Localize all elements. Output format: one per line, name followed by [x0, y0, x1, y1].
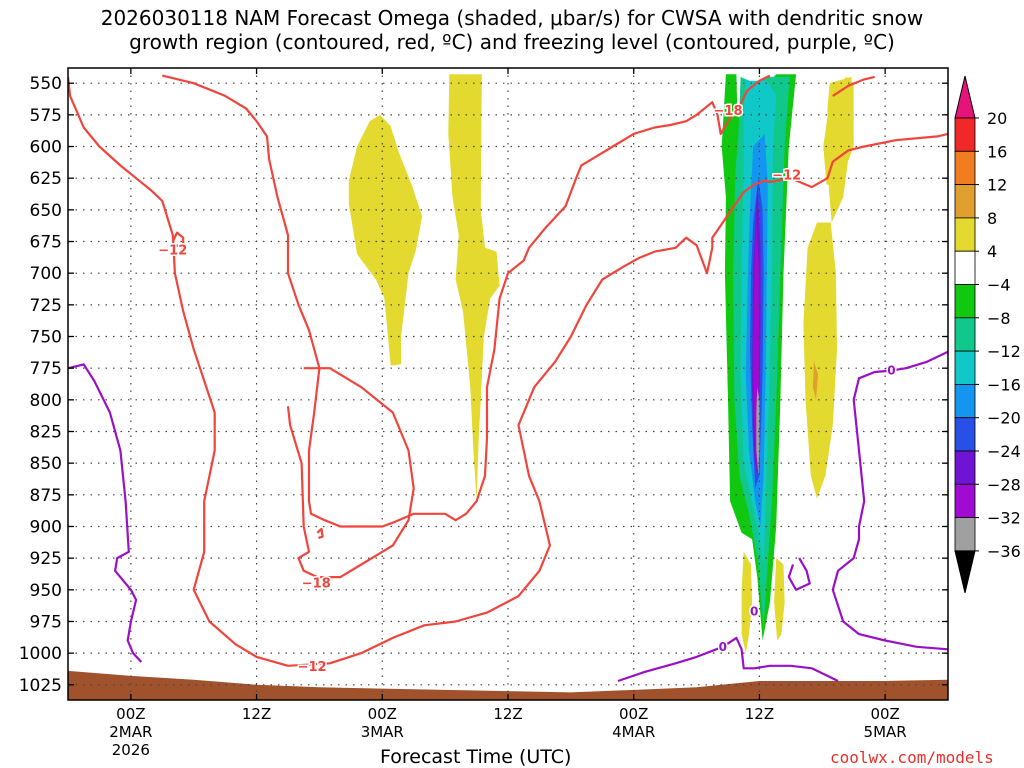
colorbar-label: 20 [987, 109, 1007, 128]
omega-region-lift-8-12 [812, 361, 819, 400]
omega-region-weak-lift-2 [448, 74, 500, 388]
y-tick-label: 800 [30, 391, 62, 411]
dgz-contour-label: −18 [714, 104, 743, 119]
colorbar-bin [954, 417, 976, 452]
x-tick-year: 2026 [112, 741, 150, 759]
colorbar-bin [954, 117, 976, 152]
dgz-contour-dgz-bump [171, 231, 185, 249]
y-tick-label: 700 [30, 264, 62, 284]
colorbar-label: −24 [987, 442, 1021, 461]
colorbar-label: 16 [987, 142, 1007, 161]
x-tick-date: 4MAR [612, 723, 655, 741]
colorbar-bin [954, 184, 976, 219]
y-tick-label: 550 [30, 74, 62, 94]
y-tick-label: 1000 [19, 644, 62, 664]
credit-text[interactable]: coolwx.com/models [830, 748, 994, 767]
x-tick-date: 5MAR [864, 723, 907, 741]
dgz-contour-dgz-right [832, 75, 875, 97]
colorbar-label: −8 [987, 309, 1011, 328]
y-tick-label: 775 [30, 359, 62, 379]
omega-region-weak-lift-6 [827, 76, 852, 223]
colorbar-label: −28 [987, 475, 1021, 494]
y-tick-label: 950 [30, 581, 62, 601]
colorbar-bin [954, 350, 976, 385]
freezing-contour-frz-right-small [787, 557, 811, 591]
x-tick-date: 3MAR [361, 723, 404, 741]
dgz-contour-dgz-small [316, 527, 324, 539]
y-tick-label: 625 [30, 169, 62, 189]
colorbar-label: −20 [987, 409, 1021, 428]
x-tick-label: 12Z [242, 705, 271, 723]
y-tick-label: 900 [30, 517, 62, 537]
dgz-contour-dgz-inner [286, 367, 415, 579]
omega-region-weak-lift-1 [348, 114, 423, 366]
colorbar-label: −16 [987, 375, 1021, 394]
colorbar-bin [954, 383, 976, 419]
omega-region-weak-lift-5 [803, 222, 837, 499]
dgz-contour-label: −12 [772, 169, 801, 184]
y-tick-label: 750 [30, 328, 62, 348]
colorbar-under-triangle [954, 550, 976, 594]
dgz-contour-label: −12 [298, 660, 327, 675]
x-tick-label: 00Z [619, 705, 648, 723]
x-tick-label: 00Z [368, 705, 397, 723]
colorbar-bin [954, 250, 976, 285]
chart-title-line1: 2026030118 NAM Forecast Omega (shaded, μ… [100, 6, 924, 30]
y-tick-label: 875 [30, 486, 62, 506]
x-axis-label: Forecast Time (UTC) [380, 746, 572, 768]
y-tick-label: 975 [30, 612, 62, 632]
colorbar-label: −12 [987, 342, 1021, 361]
freezing-contour-frz-right-upper [831, 350, 948, 651]
freezing-contour-label: 0 [887, 364, 895, 378]
colorbar-bin [954, 150, 976, 186]
terrain-surface [68, 670, 948, 700]
colorbar-label: 12 [987, 176, 1007, 195]
y-tick-label: 600 [30, 138, 62, 158]
freezing-contour-label: 0 [719, 640, 727, 654]
dgz-contour-label: −12 [158, 243, 187, 258]
colorbar-bin [954, 483, 976, 518]
y-tick-label: 1025 [19, 676, 62, 696]
y-tick-label: 825 [30, 422, 62, 442]
x-tick-label: 12Z [493, 705, 522, 723]
y-tick-label: 925 [30, 549, 62, 569]
colorbar-bin [954, 517, 976, 552]
x-tick-label: 00Z [116, 705, 145, 723]
dgz-contour-dgz-left-upper [162, 74, 771, 528]
colorbar-label: 4 [987, 242, 997, 261]
y-tick-label: 850 [30, 454, 62, 474]
y-tick-label: 575 [30, 106, 62, 126]
omega-region-weak-lift-8 [774, 558, 785, 641]
dgz-contour-label: −18 [302, 576, 331, 591]
x-tick-label: 12Z [745, 705, 774, 723]
y-tick-label: 675 [30, 233, 62, 253]
colorbar-label: 8 [987, 209, 997, 228]
freezing-contour-label: 0 [750, 604, 758, 618]
colorbar-bin [954, 450, 976, 485]
colorbar-bin [954, 217, 976, 252]
colorbar-bin [954, 284, 976, 319]
x-tick-date: 2MAR [109, 723, 152, 741]
omega-region-weak-lift-7 [741, 551, 753, 654]
omega-region-weak-lift-3 [470, 273, 485, 502]
omega-region-lift-bin-12 [756, 387, 760, 476]
chart-title: 2026030118 NAM Forecast Omega (shaded, μ… [0, 6, 1024, 54]
colorbar-label: −32 [987, 509, 1021, 528]
freezing-contour-frz-left [68, 363, 143, 663]
colorbar-over-triangle [954, 75, 976, 119]
dgz-contour-dgz-outer [68, 76, 948, 667]
colorbar-bin [954, 317, 976, 352]
colorbar-label: −4 [987, 276, 1011, 295]
colorbar-label: −36 [987, 542, 1021, 561]
y-tick-label: 725 [30, 296, 62, 316]
freezing-contour-frz-right [617, 636, 839, 683]
chart-title-line2: growth region (contoured, red, ºC) and f… [129, 30, 895, 54]
x-tick-label: 00Z [870, 705, 899, 723]
y-tick-label: 650 [30, 201, 62, 221]
